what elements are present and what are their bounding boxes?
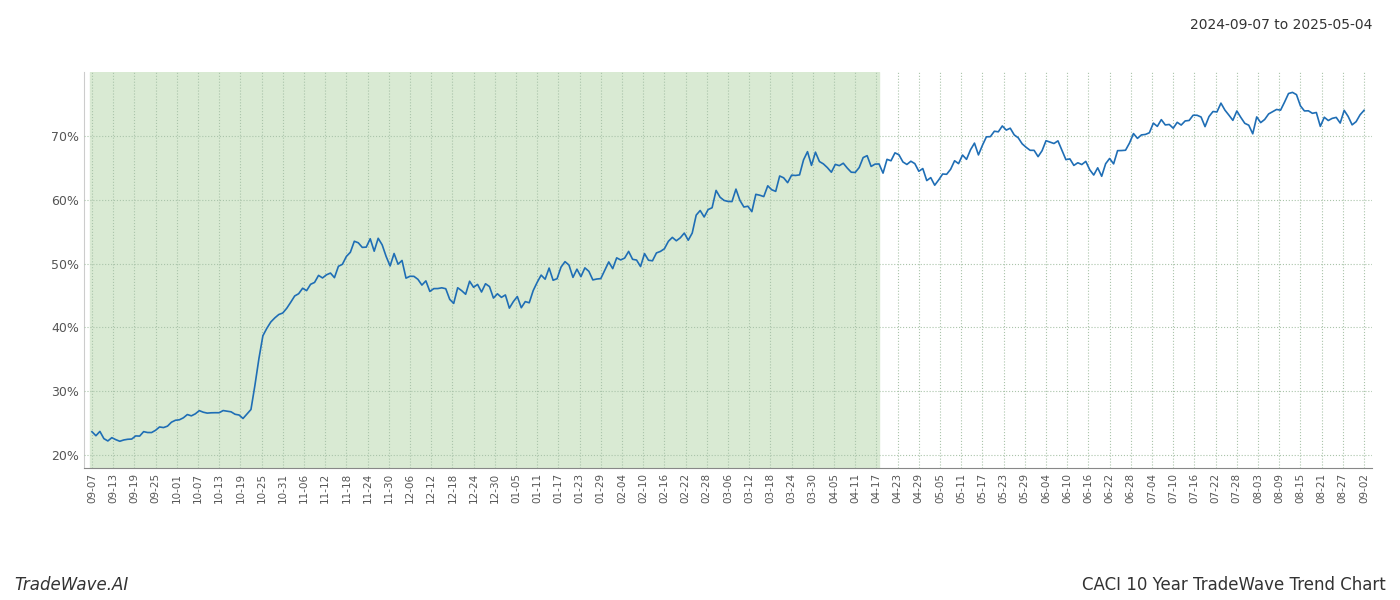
Bar (90, 72, 879, 468)
Text: TradeWave.AI: TradeWave.AI (14, 576, 129, 594)
Text: 2024-09-07 to 2025-05-04: 2024-09-07 to 2025-05-04 (1190, 18, 1372, 32)
Text: CACI 10 Year TradeWave Trend Chart: CACI 10 Year TradeWave Trend Chart (1082, 576, 1386, 594)
